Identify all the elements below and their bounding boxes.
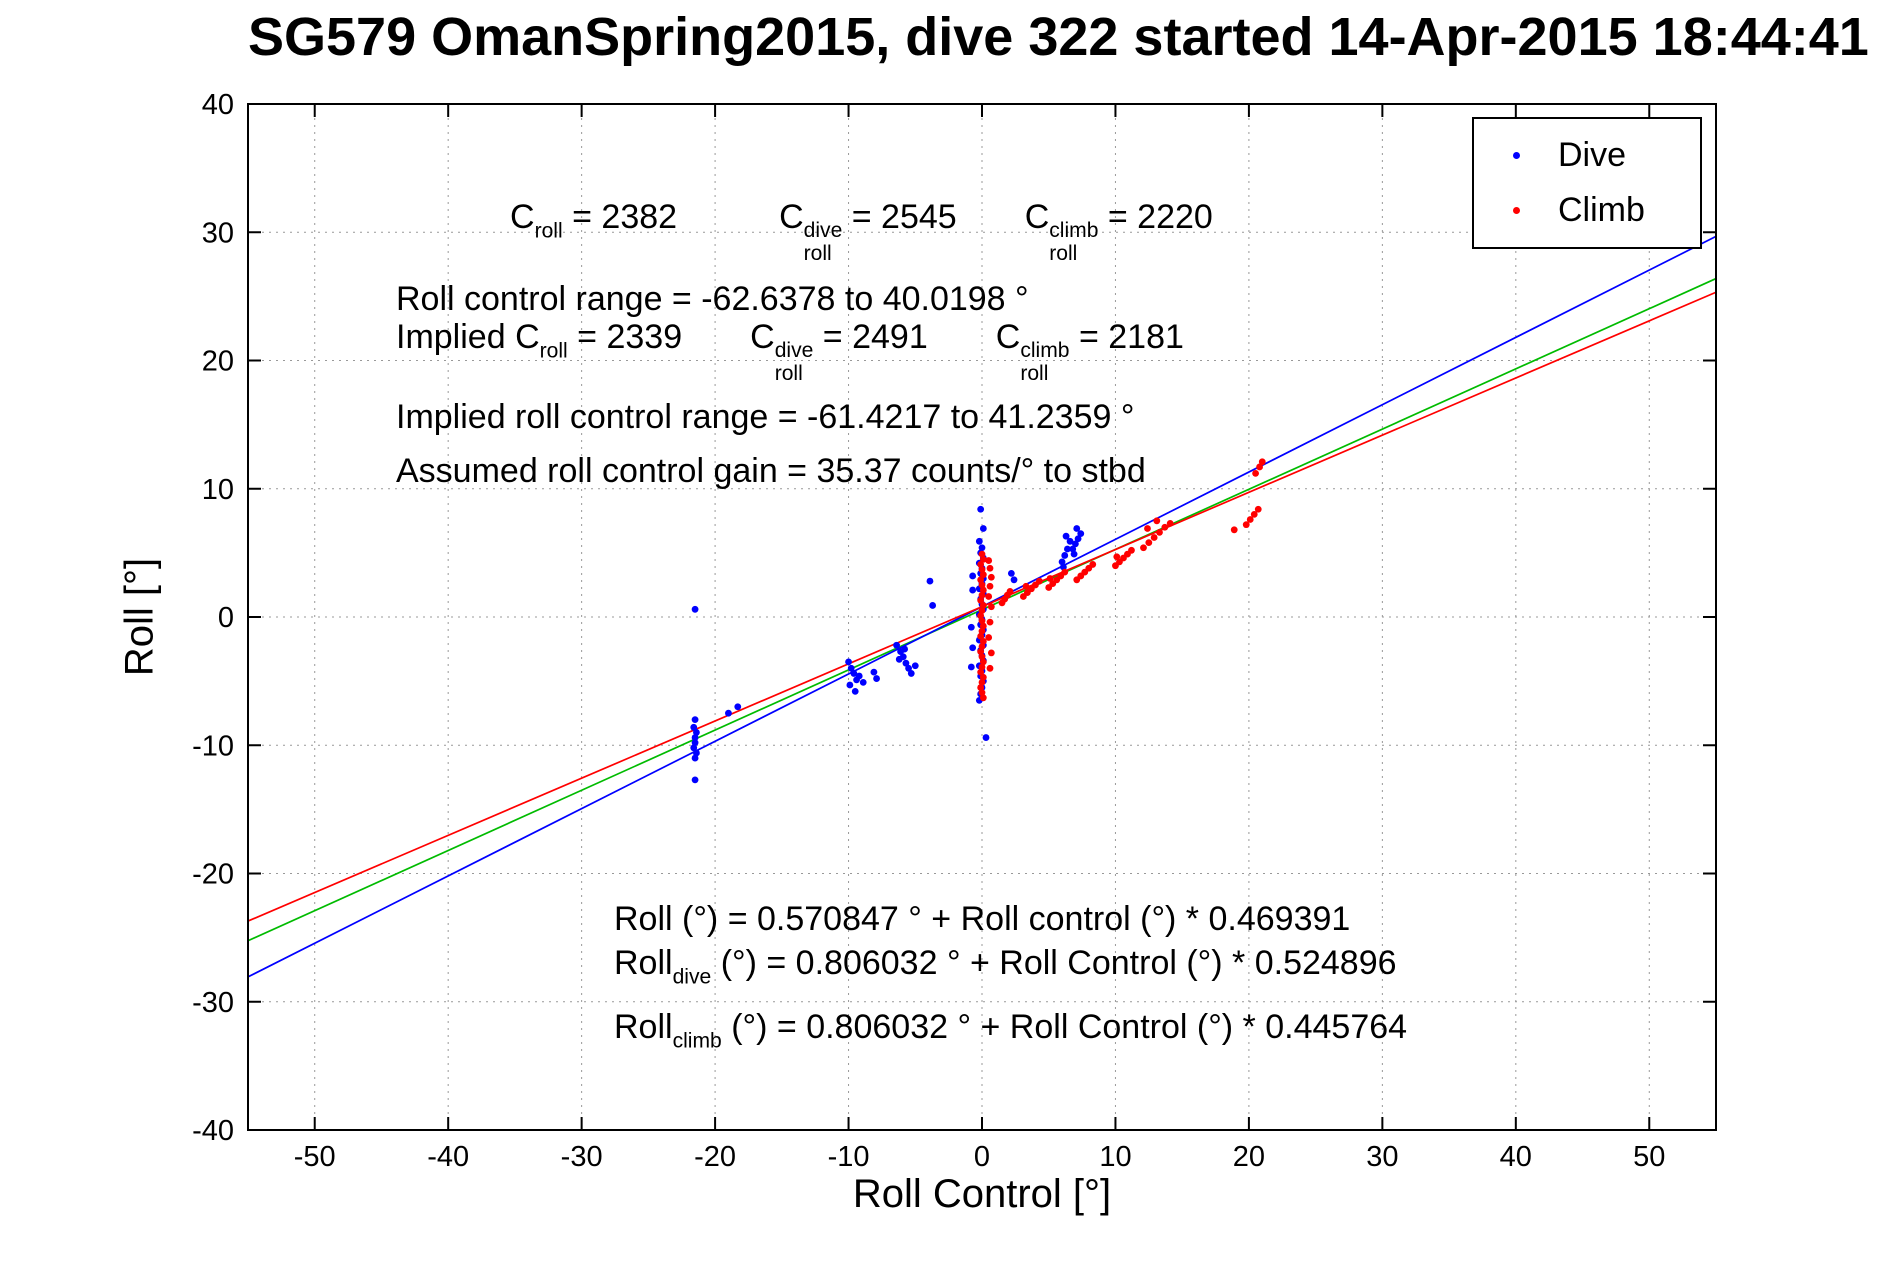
x-tick-label: -20 (694, 1141, 736, 1173)
x-axis-label: Roll Control [°] (852, 1172, 1112, 1216)
legend: Dive Climb (1472, 117, 1702, 249)
grid (248, 103, 1716, 1131)
x-tick-label: -10 (828, 1141, 870, 1173)
legend-item-dive: Dive (1474, 136, 1700, 175)
legend-label-climb: Climb (1558, 191, 1645, 230)
scatter-climb (977, 458, 1266, 702)
x-tick-label: -30 (561, 1141, 603, 1173)
annotation-fit-all: Roll (°) = 0.570847 ° + Roll control (°)… (614, 900, 1351, 938)
x-tick-label: -40 (427, 1141, 469, 1173)
x-tick-label: 20 (1233, 1141, 1265, 1173)
x-tick-label: 40 (1500, 1141, 1532, 1173)
dive-marker-icon (1512, 151, 1520, 159)
y-tick-label: -40 (192, 1115, 234, 1147)
y-tick-labels: -40 -30 -20 -10 0 10 20 30 40 (192, 89, 234, 1147)
annotation-fit-climb: Rollclimb (°) = 0.806032 ° + Roll Contro… (614, 1008, 1408, 1053)
annotation-fit-dive: Rolldive (°) = 0.806032 ° + Roll Control… (614, 944, 1397, 989)
x-tick-labels: -50 -40 -30 -20 -10 0 10 20 30 40 50 (294, 1141, 1666, 1173)
x-tick-label: 0 (974, 1141, 990, 1173)
y-tick-label: 10 (202, 474, 234, 506)
y-tick-label: -10 (192, 730, 234, 762)
chart-title: SG579 OmanSpring2015, dive 322 started 1… (248, 7, 1869, 67)
climb-marker-icon (1512, 207, 1520, 215)
tick-marks (248, 103, 1716, 1131)
x-tick-label: 50 (1633, 1141, 1665, 1173)
scatter-dive (690, 505, 1085, 784)
y-tick-label: 0 (218, 602, 234, 634)
x-tick-label: -50 (294, 1141, 336, 1173)
annotation-implied-range: Implied roll control range = -61.4217 to… (396, 398, 1135, 436)
annotation-roll-control-range: Roll control range = -62.6378 to 40.0198… (396, 280, 1029, 318)
x-tick-label: 30 (1366, 1141, 1398, 1173)
legend-item-climb: Climb (1474, 191, 1700, 230)
y-tick-label: 20 (202, 346, 234, 378)
legend-label-dive: Dive (1558, 135, 1627, 174)
y-tick-label: -30 (192, 987, 234, 1019)
annotation-assumed-gain: Assumed roll control gain = 35.37 counts… (396, 452, 1146, 490)
y-tick-label: 40 (202, 89, 234, 121)
legend-marker-cell (1474, 207, 1558, 215)
legend-marker-cell (1474, 151, 1558, 159)
y-tick-label: 30 (202, 217, 234, 249)
x-tick-label: 10 (1099, 1141, 1131, 1173)
y-axis-label: Roll [°] (117, 557, 162, 677)
y-tick-label: -20 (192, 859, 234, 891)
